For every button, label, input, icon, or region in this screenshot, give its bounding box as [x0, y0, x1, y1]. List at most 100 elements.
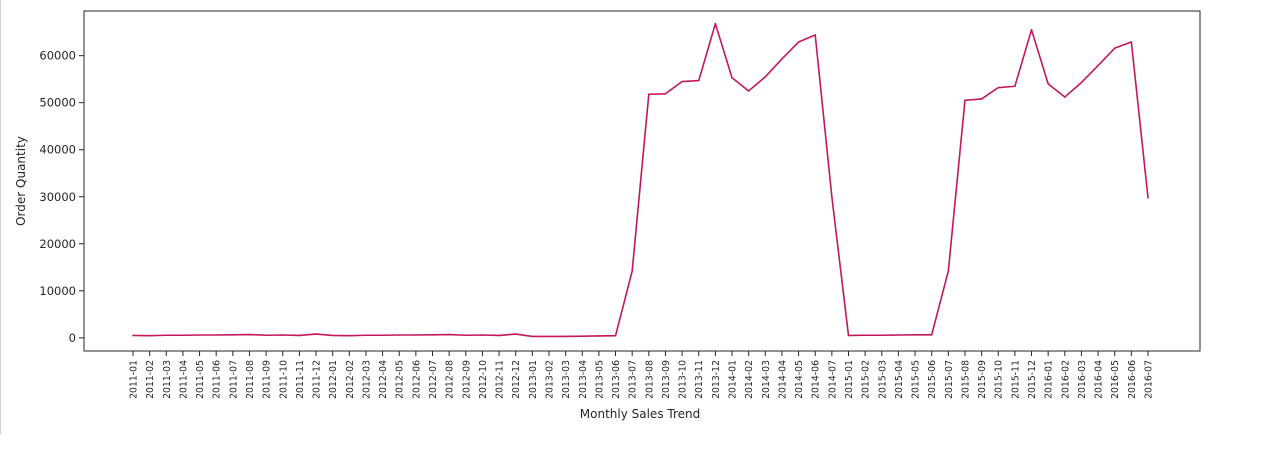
data-point: [1047, 83, 1049, 85]
x-tick-label: 2012-12: [511, 360, 522, 399]
data-point: [664, 92, 667, 95]
x-tick-label: 2014-07: [827, 360, 838, 399]
x-tick-label: 2015-09: [977, 360, 988, 399]
x-tick-label: 2015-01: [844, 360, 855, 399]
x-tick-label: 2013-04: [578, 360, 589, 399]
data-point: [914, 333, 916, 336]
data-point: [431, 333, 434, 336]
data-point: [947, 270, 950, 272]
x-tick-label: 2012-04: [378, 360, 389, 399]
data-point: [165, 334, 168, 337]
data-point: [298, 334, 301, 337]
x-tick-label: 2011-05: [195, 360, 206, 399]
data-point: [531, 335, 534, 338]
data-point: [198, 334, 201, 336]
x-tick-label: 2013-11: [694, 360, 705, 399]
x-tick-label: 2014-04: [777, 360, 788, 399]
data-point: [315, 333, 317, 335]
data-point: [831, 195, 833, 198]
data-point: [1130, 41, 1133, 43]
x-tick-label: 2012-10: [478, 360, 489, 399]
x-tick-label: 2011-12: [312, 360, 323, 399]
x-tick-label: 2013-02: [544, 360, 555, 399]
x-axis: 2011-01 2011-02 2011-03 2011-04 2011-05 2011-…: [129, 351, 1155, 399]
data-point: [365, 334, 367, 337]
x-tick-label: 2013-05: [594, 360, 605, 399]
data-point: [148, 334, 151, 337]
x-tick-label: 2015-12: [1027, 360, 1038, 399]
data-point: [182, 334, 184, 337]
x-tick-label: 2012-09: [461, 360, 472, 399]
data-point: [381, 334, 384, 337]
data-point: [564, 335, 567, 338]
x-tick-label: 2013-06: [611, 360, 622, 399]
x-tick-label: 2015-11: [1010, 360, 1021, 399]
data-point: [614, 334, 617, 337]
data-point: [964, 99, 966, 102]
data-point: [448, 333, 450, 336]
x-tick-label: 2016-04: [1094, 360, 1105, 399]
x-tick-label: 2011-01: [129, 360, 140, 399]
x-tick-label: 2012-01: [328, 360, 339, 399]
x-tick-label: 2013-08: [644, 360, 655, 399]
data-point: [781, 58, 783, 60]
x-tick-label: 2016-05: [1110, 360, 1121, 399]
x-tick-label: 2015-08: [960, 360, 971, 399]
x-tick-label: 2011-09: [262, 360, 273, 399]
data-point: [1097, 64, 1099, 67]
x-tick-label: 2016-03: [1077, 360, 1088, 399]
x-tick-label: 2012-03: [361, 360, 372, 399]
data-point: [281, 334, 284, 336]
x-tick-label: 2011-06: [212, 360, 223, 399]
data-point: [548, 335, 550, 338]
data-point: [1147, 196, 1149, 199]
data-point: [1064, 96, 1066, 98]
data-point: [1030, 29, 1033, 31]
data-point: [980, 98, 983, 100]
data-point: [814, 34, 817, 36]
x-tick-label: 2011-04: [178, 360, 189, 399]
data-point: [415, 334, 417, 336]
x-tick-label: 2014-06: [811, 360, 822, 399]
data-point: [398, 334, 401, 336]
x-tick-label: 2016-07: [1144, 360, 1155, 399]
x-tick-label: 2015-02: [861, 360, 872, 399]
left-border-rule: [0, 0, 1, 434]
data-point: [747, 90, 750, 92]
x-axis-label: Monthly Sales Trend: [580, 407, 700, 421]
x-tick-label: 2012-02: [345, 360, 356, 399]
data-point: [514, 333, 517, 335]
y-axis: 0 10000 20000 30000 40000 50000 60000: [39, 49, 84, 345]
y-tick-label: 60000: [39, 49, 76, 63]
x-tick-label: 2016-01: [1044, 360, 1055, 399]
data-point: [581, 335, 584, 337]
x-tick-label: 2011-02: [145, 360, 156, 399]
x-tick-label: 2013-01: [528, 360, 539, 399]
data-point: [880, 334, 883, 337]
x-tick-label: 2012-11: [495, 360, 506, 399]
x-tick-label: 2011-10: [278, 360, 289, 399]
x-tick-label: 2015-07: [944, 360, 955, 399]
y-tick-label: 0: [69, 331, 76, 345]
data-point: [348, 334, 351, 337]
x-tick-label: 2014-03: [761, 360, 772, 399]
data-point: [997, 86, 1000, 89]
data-point: [598, 335, 600, 337]
data-point: [797, 41, 800, 43]
data-point: [232, 333, 234, 336]
data-point: [1014, 85, 1016, 88]
data-point: [648, 93, 650, 96]
data-point: [248, 333, 251, 336]
data-point: [930, 333, 933, 336]
x-tick-label: 2013-10: [678, 360, 689, 399]
data-point: [847, 334, 850, 337]
data-point: [481, 334, 484, 336]
data-point: [697, 79, 700, 82]
data-point: [498, 334, 500, 337]
x-tick-label: 2012-05: [395, 360, 406, 399]
x-tick-label: 2015-05: [911, 360, 922, 399]
x-tick-label: 2013-12: [711, 360, 722, 399]
x-tick-label: 2015-03: [877, 360, 888, 399]
x-tick-label: 2015-04: [894, 360, 905, 399]
